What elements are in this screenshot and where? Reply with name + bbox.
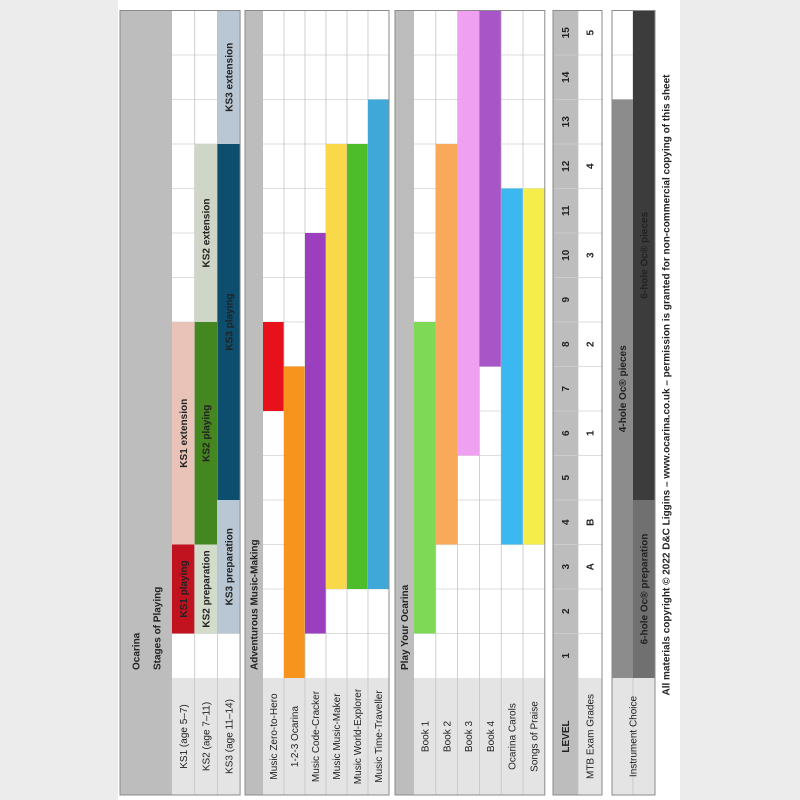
label-column <box>578 678 602 795</box>
level-number: 4 <box>561 519 572 525</box>
row-label: Music Music-Maker <box>332 693 343 780</box>
row-label: Book 4 <box>486 720 497 752</box>
section-header <box>120 10 172 795</box>
bar <box>194 322 218 545</box>
section-header <box>245 10 263 795</box>
bar <box>633 10 655 500</box>
label-column <box>612 678 655 795</box>
level-number: 7 <box>561 386 572 392</box>
bar <box>457 10 480 456</box>
bar-label: 6-hole Oc® pieces <box>640 211 651 298</box>
row-label: MTB Exam Grades <box>586 694 597 779</box>
bar <box>523 188 545 545</box>
page-title: Ocarina <box>132 632 143 670</box>
bar-label: KS3 preparation <box>224 528 235 605</box>
level-number: 11 <box>561 205 572 216</box>
bar <box>194 544 218 634</box>
bar <box>194 144 218 322</box>
bar <box>414 322 436 634</box>
level-number: 6 <box>561 430 572 436</box>
exam-grade: 1 <box>586 430 597 436</box>
rotated-page: Ocarina Stages of Playing KS1 (age 5–7) KS1… <box>119 10 673 796</box>
level-number: 14 <box>561 71 572 83</box>
bar <box>217 500 241 634</box>
section-header <box>395 10 414 795</box>
block-frame <box>244 10 390 796</box>
block-frame <box>611 10 656 796</box>
row-label: KS1 (age 5–7) <box>179 704 190 769</box>
level-number: 13 <box>561 116 572 128</box>
row-label: Music Zero-to-Hero <box>269 693 280 780</box>
bar <box>263 322 284 411</box>
exam-grade: 3 <box>586 252 597 258</box>
row-label: Book 2 <box>442 720 453 752</box>
level-number: 12 <box>561 160 572 172</box>
section-heading: Stages of Playing <box>153 587 164 670</box>
row-label: 1-2-3 Ocarina <box>290 705 301 767</box>
section-heading: Adventurous Music-Making <box>250 539 261 670</box>
bar-label: KS3 playing <box>224 293 235 350</box>
exam-grade: 4 <box>586 163 597 169</box>
block-frame <box>394 10 546 796</box>
row-label: Music Code-Cracker <box>311 690 322 782</box>
bar <box>305 233 326 634</box>
bar <box>172 322 195 545</box>
bar <box>217 10 241 144</box>
level-number: 9 <box>561 297 572 303</box>
bar-label: KS2 extension <box>202 199 213 268</box>
bar <box>612 99 633 678</box>
bar <box>326 144 347 589</box>
level-number: 1 <box>561 653 572 659</box>
bar <box>501 188 524 545</box>
row-label: Book 1 <box>421 720 432 752</box>
level-number: 5 <box>561 475 572 481</box>
bar <box>347 144 368 589</box>
label-column <box>172 678 241 795</box>
level-number: 3 <box>561 564 572 570</box>
row-label: Music Time-Traveller <box>374 690 385 783</box>
row-label: Music World-Explorer <box>353 688 364 784</box>
exam-grade: 5 <box>586 30 597 36</box>
bar-label: KS1 playing <box>179 560 190 617</box>
bar <box>368 99 389 589</box>
bar <box>172 544 195 634</box>
block-frame <box>119 10 241 796</box>
level-number: 2 <box>561 608 572 614</box>
level-number: 10 <box>561 249 572 261</box>
footer: All materials copyright © 2022 D&C Liggi… <box>662 74 673 696</box>
bar <box>479 10 502 367</box>
exam-grade: B <box>586 519 597 526</box>
bar-label: 6-hole Oc® preparation <box>640 534 651 645</box>
row-label: KS3 (age 11–14) <box>224 699 235 774</box>
bar-label: KS2 preparation <box>202 550 213 627</box>
bar-label: 4-hole Oc® pieces <box>618 345 629 432</box>
bar-label: KS1 extension <box>179 399 190 468</box>
row-label: Songs of Praise <box>530 701 541 772</box>
block-frame <box>552 10 603 796</box>
level-number: 8 <box>561 341 572 347</box>
bar <box>217 144 241 500</box>
level-header: LEVEL <box>561 720 572 752</box>
level-number: 15 <box>561 27 572 39</box>
bar-label: KS2 playing <box>202 405 213 462</box>
row-label: Instrument Choice <box>629 695 640 777</box>
bar <box>435 144 458 545</box>
level-row <box>553 10 578 795</box>
exam-grade: 2 <box>586 341 597 347</box>
bar <box>284 366 305 678</box>
row-label: Ocarina Carols <box>508 703 519 770</box>
section-heading: Play Your Ocarina <box>400 584 411 670</box>
exam-grade: A <box>586 563 597 570</box>
row-label: KS2 (age 7–11) <box>202 702 213 771</box>
row-label: Book 3 <box>464 720 475 752</box>
bar-label: KS3 extension <box>224 43 235 112</box>
bar <box>633 500 655 678</box>
